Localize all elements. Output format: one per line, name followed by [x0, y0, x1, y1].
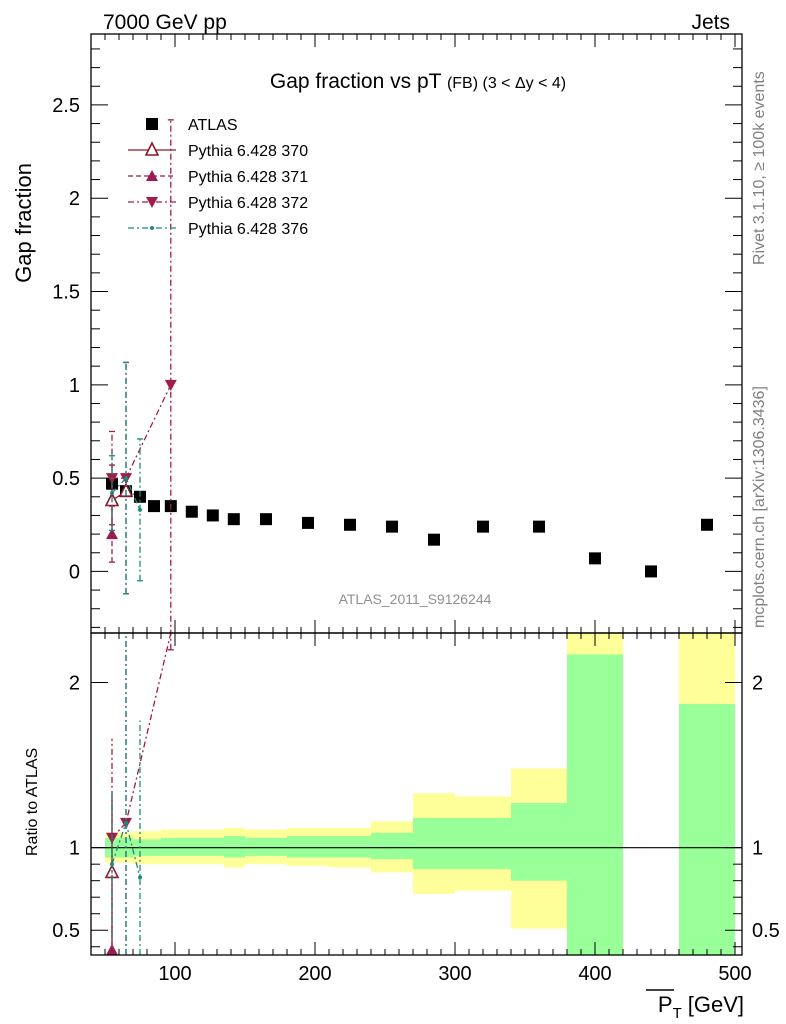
data-point	[227, 513, 240, 526]
legend-label: ATLAS	[188, 117, 238, 134]
data-point	[185, 505, 198, 518]
legend-label: Pythia 6.428 371	[188, 169, 308, 186]
data-point	[138, 507, 142, 512]
header-right: Jets	[691, 11, 730, 34]
data-point	[124, 476, 128, 481]
ratio-band-green	[161, 837, 182, 856]
ratio-ytick-label-right: 1	[752, 838, 763, 860]
main-ytick-label: 2	[69, 188, 80, 210]
legend-marker	[144, 141, 160, 156]
ratio-band-green	[679, 704, 735, 955]
main-ytick-label: 2.5	[52, 95, 80, 117]
ratio-band-green	[511, 803, 567, 881]
rivet-label: Rivet 3.1.10, ≥ 100k events	[751, 71, 768, 265]
legend-marker	[146, 118, 158, 130]
ratio-marks	[104, 632, 172, 956]
legend-label: Pythia 6.428 376	[188, 221, 308, 238]
data-point	[260, 513, 272, 526]
ratio-band-green	[567, 654, 623, 955]
axes: 100 200 300 400 500 0 0.5 1 1.5 2 2.5 0.5 0.5 1 1 2 2	[52, 33, 780, 985]
main-ytick-label: 1.5	[52, 282, 80, 304]
ratio-point	[124, 820, 128, 825]
analysis-watermark: ATLAS_2011_S9126244	[339, 591, 492, 607]
ratio-band-green	[245, 837, 287, 856]
ratio-ytick-label-right: 0.5	[752, 920, 780, 942]
data-point	[477, 520, 489, 533]
data-point	[589, 552, 601, 565]
series-3	[106, 119, 177, 651]
mcplots-label: mcplots.cern.ch [arXiv:1306.3436]	[751, 386, 768, 628]
ratio-ytick-label: 2	[69, 673, 80, 695]
main-title: Gap fraction vs pT (FB) (3 < Δy < 4)	[270, 70, 566, 93]
main-ytick-label: 0.5	[52, 468, 80, 490]
ratio-series-3	[110, 633, 142, 955]
series-line	[112, 384, 172, 479]
legend-marker	[150, 226, 154, 230]
main-title-main: Gap fraction vs pT	[270, 70, 442, 93]
legend-marker	[146, 170, 158, 181]
data-point	[302, 516, 314, 529]
ratio-point	[138, 875, 142, 880]
ratio-ytick-label-right: 2	[752, 673, 763, 695]
xtick-label: 100	[158, 963, 191, 985]
data-point	[148, 500, 160, 513]
data-point	[134, 490, 146, 503]
xlabel-main: P	[658, 992, 673, 1017]
data-point	[164, 379, 177, 391]
ratio-band-green	[329, 836, 371, 858]
main-ytick-label: 1	[69, 375, 80, 397]
xlabel-unit: [GeV]	[688, 992, 744, 1017]
data-point	[533, 520, 545, 533]
data-point	[206, 509, 219, 522]
main-ylabel: Gap fraction	[11, 163, 36, 283]
ratio-line	[111, 632, 172, 839]
ratio-band-green	[455, 817, 511, 870]
ratio-band-green	[182, 837, 203, 856]
series-line	[111, 476, 141, 511]
ratio-ytick-label: 0.5	[52, 920, 80, 942]
series-4	[109, 361, 143, 595]
ratio-point	[106, 944, 118, 956]
xtick-label: 400	[578, 963, 611, 985]
ratio-frame	[90, 632, 743, 956]
main-marks	[104, 119, 713, 651]
data-point	[344, 518, 356, 531]
header-left: 7000 GeV pp	[103, 11, 227, 34]
legend-entry: Pythia 6.428 371	[128, 169, 308, 186]
legend: ATLAS Pythia 6.428 370 Pythia 6.428 371 Pyt…	[128, 117, 308, 238]
xtick-label: 200	[298, 963, 331, 985]
main-title-sub: (FB) (3 < Δy < 4)	[447, 75, 566, 92]
ratio-band-green	[203, 837, 224, 856]
series-2	[106, 505, 118, 563]
data-point	[110, 491, 114, 496]
ratio-series-2	[106, 632, 172, 955]
ratio-ytick-label: 1	[69, 838, 80, 860]
xlabel-sub: T	[673, 1005, 682, 1022]
legend-label: Pythia 6.428 372	[188, 195, 308, 212]
legend-entry: Pythia 6.428 376	[128, 221, 308, 238]
series-0	[106, 477, 713, 578]
data-point	[428, 533, 440, 546]
ratio-point	[110, 862, 114, 867]
legend-label: Pythia 6.428 370	[188, 143, 308, 160]
legend-entry: Pythia 6.428 372	[128, 195, 308, 212]
data-point	[645, 565, 657, 578]
ratio-band-green	[371, 832, 413, 860]
legend-entry: Pythia 6.428 370	[128, 141, 308, 160]
legend-marker	[146, 197, 158, 208]
data-point	[106, 528, 118, 540]
data-point	[386, 520, 398, 533]
xtick-label: 300	[438, 963, 471, 985]
xtick-label: 500	[718, 963, 751, 985]
ratio-band-green	[413, 817, 455, 870]
legend-entry: ATLAS	[146, 117, 238, 134]
ratio-band-green	[287, 836, 329, 858]
ratio-bands	[91, 633, 742, 955]
main-ytick-label: 0	[69, 561, 80, 583]
xlabel: PT [GeV]	[658, 992, 744, 1022]
ratio-band-green	[224, 836, 245, 858]
ratio-ylabel: Ratio to ATLAS	[24, 748, 41, 856]
data-point	[701, 518, 713, 531]
